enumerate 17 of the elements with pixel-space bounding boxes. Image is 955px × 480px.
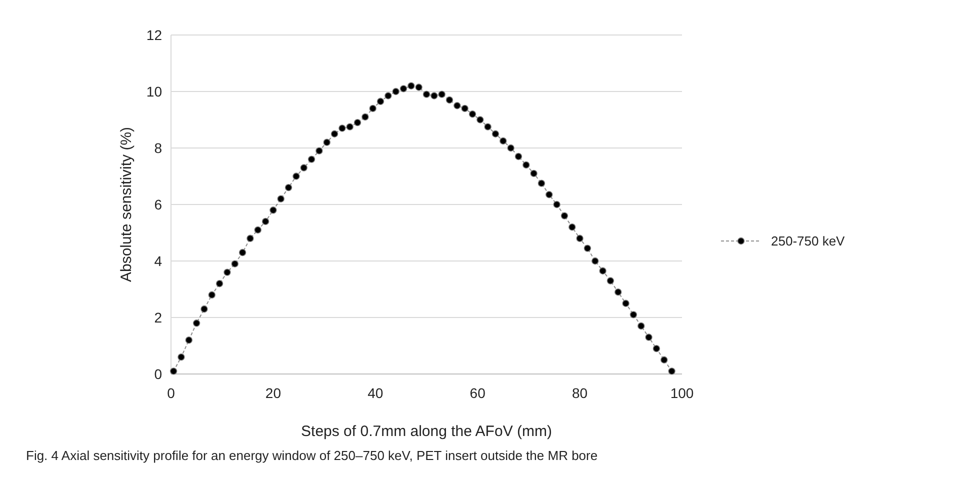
y-axis-title: Absolute sensitivity (%) (118, 126, 135, 282)
y-tick-label: 4 (154, 252, 162, 269)
x-axis-title: Steps of 0.7mm along the AFoV (mm) (301, 423, 552, 440)
y-tick-label: 8 (154, 140, 162, 156)
y-tick-label: 6 (154, 196, 162, 212)
x-tick-label: 60 (470, 385, 486, 401)
x-tick-label: 0 (167, 385, 176, 401)
x-tick-label: 20 (265, 385, 282, 401)
legend-label: 250-750 keV (771, 234, 846, 249)
x-tick-label: 40 (368, 385, 384, 401)
y-tick-label: 10 (146, 83, 162, 100)
y-tick-label: 0 (154, 366, 162, 382)
x-tick-label: 80 (572, 385, 588, 401)
y-tick-label: 2 (154, 309, 162, 326)
x-tick-label: 100 (670, 385, 694, 401)
caption: Fig. 4 Axial sensitivity profile for an energy window of 250–750 keV, PET insert outside the MR bore (26, 448, 598, 463)
y-tick-label: 12 (146, 26, 162, 43)
